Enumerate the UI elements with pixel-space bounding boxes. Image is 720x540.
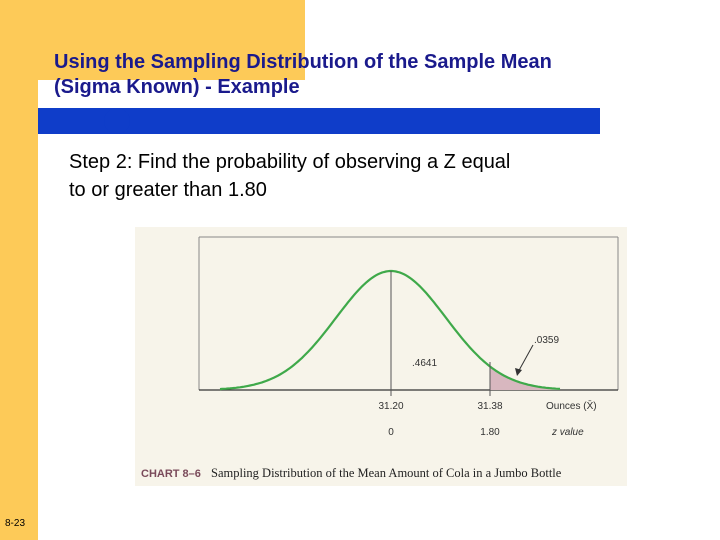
normal-curve-svg: .4641 .0359 31.20 31.38 Ounces (X̄) 0 1.… bbox=[141, 236, 619, 480]
z-axis-label: z value bbox=[551, 427, 584, 438]
slide-number: 8-23 bbox=[5, 518, 26, 529]
chart-caption-text: Sampling Distribution of the Mean Amount… bbox=[211, 466, 562, 480]
title-underline-bar bbox=[38, 108, 600, 134]
step-line-2: to or greater than 1.80 bbox=[69, 179, 267, 201]
accent-block bbox=[0, 0, 305, 80]
x-tick-31-20: 31.20 bbox=[378, 401, 403, 412]
slide-title: Using the Sampling Distribution of the S… bbox=[54, 50, 694, 100]
area-label-right: .0359 bbox=[534, 335, 559, 346]
accent-strip bbox=[0, 80, 38, 540]
z-tick-1-80: 1.80 bbox=[480, 427, 500, 438]
chart-caption-label: CHART 8–6 bbox=[141, 468, 201, 480]
normal-curve-figure: .4641 .0359 31.20 31.38 Ounces (X̄) 0 1.… bbox=[135, 227, 627, 486]
title-line-1: Using the Sampling Distribution of the S… bbox=[54, 51, 552, 73]
title-underline-cap bbox=[104, 108, 130, 134]
normal-curve bbox=[219, 269, 561, 391]
step-line-1: Step 2: Find the probability of observin… bbox=[69, 151, 511, 173]
shaded-tail-area bbox=[490, 366, 560, 390]
x-axis-label: Ounces (X̄) bbox=[546, 399, 597, 412]
area-label-left: .4641 bbox=[412, 358, 437, 369]
z-tick-0: 0 bbox=[388, 427, 394, 438]
title-line-2: (Sigma Known) - Example bbox=[54, 76, 300, 98]
x-tick-31-38: 31.38 bbox=[477, 401, 502, 412]
step-text: Step 2: Find the probability of observin… bbox=[69, 148, 669, 204]
tail-arrow-head bbox=[515, 368, 522, 376]
tail-arrow-line bbox=[516, 344, 534, 375]
